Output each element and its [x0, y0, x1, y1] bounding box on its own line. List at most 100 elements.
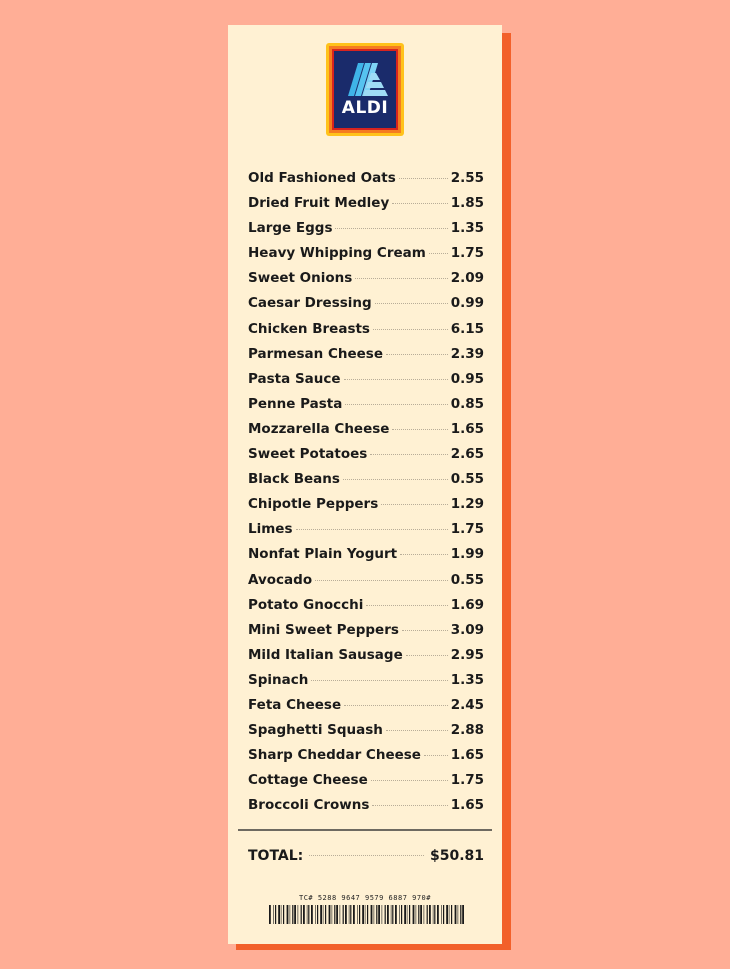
line-item: Cottage Cheese 1.75 — [248, 772, 484, 797]
item-name: Pasta Sauce — [248, 370, 341, 387]
item-name: Caesar Dressing — [248, 295, 372, 312]
line-item: Spaghetti Squash 2.88 — [248, 722, 484, 747]
divider — [238, 829, 492, 831]
barcode-bar — [412, 905, 415, 924]
dot-leader — [315, 579, 448, 581]
item-price: 2.55 — [450, 170, 484, 186]
dot-leader — [355, 278, 448, 280]
dot-leader — [344, 704, 448, 706]
item-price: 1.75 — [450, 521, 484, 538]
item-list: Old Fashioned Oats 2.55 Dried Fruit Medley… — [248, 170, 484, 822]
item-name: Avocado — [248, 571, 313, 588]
barcode-bar — [434, 905, 436, 924]
barcode-bar — [278, 905, 280, 924]
dot-leader — [405, 654, 448, 656]
dot-leader — [398, 178, 448, 179]
barcode — [269, 905, 464, 924]
item-price: 3.09 — [450, 621, 484, 638]
dot-leader — [385, 730, 448, 732]
aldi-logo: ALDI — [326, 43, 404, 136]
item-price: 1.85 — [450, 195, 484, 212]
barcode-bar — [381, 905, 383, 924]
dot-leader — [374, 303, 448, 305]
dot-leader — [335, 228, 448, 230]
barcode-bar — [317, 905, 319, 924]
barcode-bar — [443, 905, 445, 924]
barcode-bar — [325, 905, 327, 924]
item-price: 2.45 — [450, 696, 484, 713]
dot-leader — [342, 479, 448, 481]
line-item: Black Beans 0.55 — [248, 471, 484, 496]
barcode-bar — [275, 905, 277, 924]
line-item: Feta Cheese 2.45 — [248, 697, 484, 722]
item-name: Chicken Breasts — [248, 320, 370, 337]
barcode-bar — [373, 905, 375, 924]
dot-leader — [386, 353, 448, 355]
item-price: 1.75 — [450, 772, 484, 789]
line-item: Mozzarella Cheese 1.65 — [248, 421, 484, 446]
item-price: 1.65 — [450, 420, 484, 437]
barcode-bar — [336, 905, 338, 924]
dot-leader — [423, 755, 448, 757]
barcode-bar — [457, 905, 459, 924]
item-name: Penne Pasta — [248, 395, 343, 412]
line-item: Large Eggs 1.35 — [248, 220, 484, 245]
item-name: Spaghetti Squash — [248, 722, 383, 739]
item-price: 0.99 — [450, 295, 484, 312]
item-name: Potato Gnocchi — [248, 596, 364, 613]
barcode-bar — [315, 905, 316, 924]
item-price: 1.35 — [450, 220, 484, 237]
line-item: Dried Fruit Medley 1.85 — [248, 195, 484, 220]
line-item: Broccoli Crowns 1.65 — [248, 797, 484, 822]
line-item: Chipotle Peppers 1.29 — [248, 496, 484, 521]
receipt: ALDI Old Fashioned Oats 2.55 Dried Fruit M… — [228, 25, 502, 944]
barcode-bar — [448, 905, 450, 924]
item-price: 6.15 — [450, 320, 484, 337]
dot-leader — [381, 504, 448, 506]
item-price: 1.99 — [450, 546, 484, 563]
item-name: Mozzarella Cheese — [248, 420, 390, 437]
item-name: Dried Fruit Medley — [248, 195, 390, 212]
line-item: Pasta Sauce 0.95 — [248, 371, 484, 396]
item-name: Broccoli Crowns — [248, 797, 370, 814]
barcode-bar — [269, 905, 271, 924]
item-name: Sweet Onions — [248, 270, 353, 287]
item-name: Sharp Cheddar Cheese — [248, 747, 421, 764]
item-price: 2.09 — [450, 270, 484, 287]
line-item: Heavy Whipping Cream 1.75 — [248, 245, 484, 270]
line-item: Avocado 0.55 — [248, 572, 484, 597]
barcode-bar — [429, 905, 431, 924]
item-price: 2.39 — [450, 345, 484, 362]
item-name: Large Eggs — [248, 220, 333, 237]
line-item: Limes 1.75 — [248, 521, 484, 546]
barcode-bar — [390, 905, 392, 924]
line-item: Penne Pasta 0.85 — [248, 396, 484, 421]
barcode-bar — [362, 905, 364, 924]
barcode-bar — [320, 905, 322, 924]
barcode-bar — [339, 905, 341, 924]
item-name: Old Fashioned Oats — [248, 170, 396, 186]
barcode-bar — [392, 905, 394, 924]
barcode-bar — [395, 905, 397, 924]
item-name: Spinach — [248, 671, 309, 688]
dot-leader — [370, 780, 448, 782]
item-price: 1.35 — [450, 671, 484, 688]
item-price: 0.55 — [450, 471, 484, 488]
barcode-bar — [367, 905, 369, 924]
item-price: 1.65 — [450, 797, 484, 814]
barcode-bar — [441, 905, 442, 924]
barcode-bar — [420, 905, 422, 924]
dot-leader — [392, 428, 448, 430]
item-name: Black Beans — [248, 471, 340, 488]
line-item: Mild Italian Sausage 2.95 — [248, 647, 484, 672]
item-name: Nonfat Plain Yogurt — [248, 546, 398, 563]
barcode-bar — [454, 905, 457, 924]
barcode-bar — [286, 905, 289, 924]
dot-leader — [428, 253, 448, 255]
barcode-bar — [294, 905, 296, 924]
barcode-bar — [359, 905, 361, 924]
dot-leader — [370, 454, 448, 456]
item-price: 1.29 — [450, 496, 484, 513]
item-name: Limes — [248, 521, 293, 538]
line-item: Old Fashioned Oats 2.55 — [248, 170, 484, 195]
